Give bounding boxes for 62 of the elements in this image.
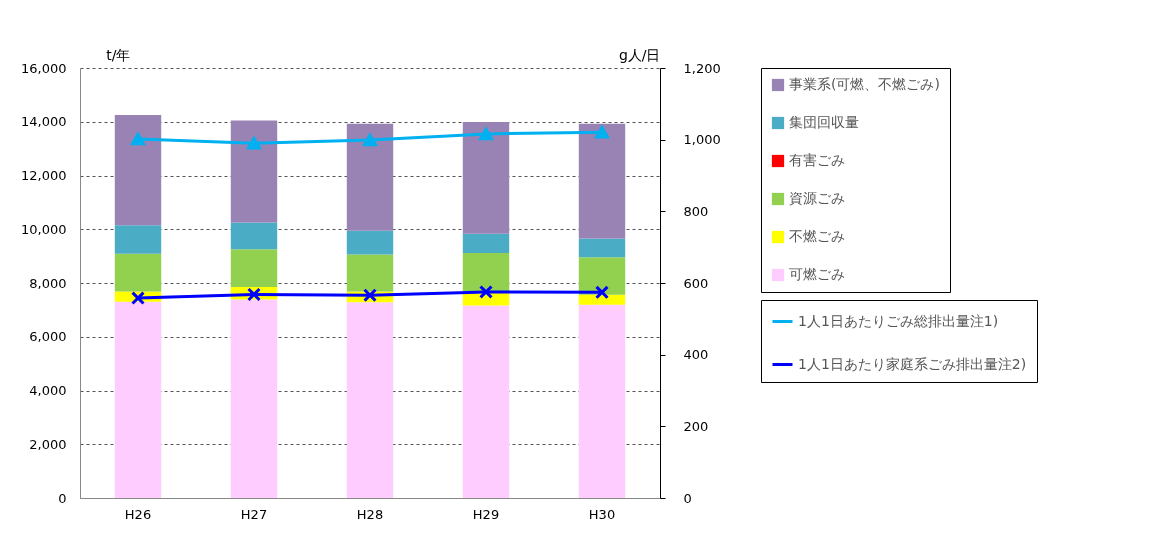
bar xyxy=(346,230,394,255)
y-tick-label: 4,000 xyxy=(29,383,67,398)
y2-axis-title: g人/日 xyxy=(618,46,661,63)
x-tick-label: H26 xyxy=(124,506,152,522)
x-tick-label: H28 xyxy=(356,506,384,522)
bar xyxy=(346,254,394,292)
y-tick-label: 8,000 xyxy=(29,275,67,291)
y-tick-label: 6,000 xyxy=(29,329,67,345)
bar xyxy=(114,301,162,498)
bar xyxy=(578,123,626,239)
x-tick-label: H29 xyxy=(472,506,500,522)
y2-tick-label: 400 xyxy=(683,347,709,363)
bar xyxy=(578,304,626,498)
bar xyxy=(114,115,162,226)
bar xyxy=(346,302,394,498)
y-tick-label: 10,000 xyxy=(21,221,67,237)
point xyxy=(595,125,609,139)
point xyxy=(131,132,145,146)
bar xyxy=(578,257,626,295)
point xyxy=(247,287,261,302)
bar xyxy=(578,294,626,305)
bar xyxy=(114,225,162,254)
bar xyxy=(114,253,162,292)
bar xyxy=(230,222,278,250)
bar xyxy=(230,120,278,223)
point xyxy=(131,291,145,306)
y2-tick-label: 600 xyxy=(683,275,709,291)
bar xyxy=(462,122,510,234)
y-tick-label: 12,000 xyxy=(21,168,67,183)
bar xyxy=(462,305,510,498)
y-tick-label: 14,000 xyxy=(21,114,67,130)
bar xyxy=(462,252,510,292)
point xyxy=(479,127,493,141)
legend-label: 可燃ごみ xyxy=(789,266,845,282)
x-tick-label: H30 xyxy=(588,506,616,522)
y-tick-label: 0 xyxy=(58,490,67,506)
y2-tick-label: 200 xyxy=(683,418,709,434)
legend-label: 事業系(可燃、不燃ごみ) xyxy=(789,76,940,92)
y2-tick-label: 800 xyxy=(683,203,709,219)
point xyxy=(479,284,493,299)
y2-tick-label: 0 xyxy=(683,490,692,506)
point xyxy=(247,137,261,150)
legend-label: 資源ごみ xyxy=(789,190,845,206)
x-tick-label: H27 xyxy=(240,506,268,522)
legend-label: 集団回収量 xyxy=(789,114,859,130)
point xyxy=(363,133,377,147)
y-axis-title: t/年 xyxy=(106,46,131,63)
legend-label: 有害ごみ xyxy=(789,152,845,168)
legend-label: 1人1日あたりごみ総排出量注1) xyxy=(798,312,999,329)
bar xyxy=(462,233,510,253)
bar xyxy=(346,123,394,231)
y-tick-label: 16,000 xyxy=(21,60,67,76)
legend-label: 不燃ごみ xyxy=(789,228,845,244)
y2-tick-label: 1,000 xyxy=(683,132,721,148)
bar xyxy=(578,238,626,258)
legend-label: 1人1日あたり家庭系ごみ排出量注2) xyxy=(798,355,1027,372)
point xyxy=(363,288,377,303)
bar xyxy=(230,299,278,498)
bar xyxy=(230,249,278,288)
y-tick-label: 2,000 xyxy=(29,436,67,452)
y2-tick-label: 1,200 xyxy=(683,60,721,76)
point xyxy=(595,285,609,300)
